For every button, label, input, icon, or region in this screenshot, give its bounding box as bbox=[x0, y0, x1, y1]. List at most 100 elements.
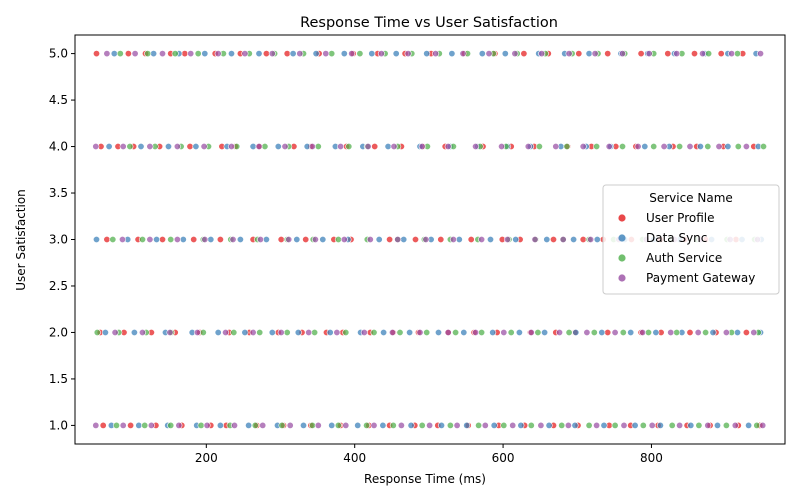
data-point bbox=[105, 143, 113, 151]
data-point bbox=[201, 236, 209, 244]
data-point bbox=[579, 143, 587, 151]
legend-title: Service Name bbox=[649, 191, 733, 205]
data-point bbox=[186, 143, 194, 151]
data-point bbox=[500, 421, 508, 429]
data-point bbox=[585, 421, 593, 429]
data-point bbox=[498, 143, 506, 151]
data-point bbox=[559, 236, 567, 244]
data-point bbox=[314, 143, 322, 151]
data-point bbox=[153, 236, 161, 244]
data-point bbox=[251, 421, 259, 429]
data-point bbox=[676, 421, 684, 429]
data-point bbox=[618, 50, 626, 58]
data-point bbox=[713, 421, 721, 429]
data-point bbox=[600, 421, 608, 429]
data-point bbox=[110, 50, 118, 58]
data-point bbox=[342, 328, 350, 336]
data-point bbox=[319, 236, 327, 244]
y-tick-label: 3.0 bbox=[49, 233, 68, 247]
data-point bbox=[285, 236, 293, 244]
data-point bbox=[340, 50, 348, 58]
x-tick-label: 800 bbox=[640, 451, 663, 465]
data-point bbox=[416, 328, 424, 336]
data-point bbox=[328, 421, 336, 429]
y-tick-label: 4.0 bbox=[49, 140, 68, 154]
data-point bbox=[593, 143, 601, 151]
data-point bbox=[696, 143, 704, 151]
data-point bbox=[604, 50, 612, 58]
data-point bbox=[534, 328, 542, 336]
data-point bbox=[543, 236, 551, 244]
data-point bbox=[230, 328, 238, 336]
data-point bbox=[437, 421, 445, 429]
data-point bbox=[256, 328, 264, 336]
data-point bbox=[311, 236, 319, 244]
data-point bbox=[92, 421, 100, 429]
data-point bbox=[538, 50, 546, 58]
data-point bbox=[187, 50, 195, 58]
data-point bbox=[571, 421, 579, 429]
y-tick-label: 2.5 bbox=[49, 279, 68, 293]
data-point bbox=[397, 421, 405, 429]
data-point bbox=[277, 236, 285, 244]
data-point bbox=[380, 328, 388, 336]
data-point bbox=[274, 143, 282, 151]
data-point bbox=[103, 50, 111, 58]
data-point bbox=[130, 328, 138, 336]
data-point bbox=[750, 328, 758, 336]
data-point bbox=[294, 328, 302, 336]
y-axis-title: User Satisfaction bbox=[14, 189, 28, 291]
y-tick-label: 3.5 bbox=[49, 186, 68, 200]
data-point bbox=[333, 328, 341, 336]
data-point bbox=[348, 50, 356, 58]
data-point bbox=[511, 50, 519, 58]
y-tick-label: 1.0 bbox=[49, 418, 68, 432]
data-point bbox=[434, 328, 442, 336]
data-point bbox=[360, 328, 368, 336]
data-point bbox=[256, 236, 264, 244]
data-point bbox=[173, 143, 181, 151]
data-point bbox=[460, 328, 468, 336]
data-point bbox=[111, 328, 119, 336]
data-point bbox=[667, 328, 675, 336]
data-point bbox=[527, 328, 535, 336]
data-point bbox=[446, 421, 454, 429]
data-point bbox=[392, 50, 400, 58]
data-point bbox=[717, 50, 725, 58]
data-point bbox=[407, 421, 415, 429]
data-point bbox=[656, 421, 664, 429]
data-point bbox=[262, 236, 270, 244]
data-point bbox=[489, 328, 497, 336]
data-point bbox=[159, 50, 167, 58]
data-point bbox=[255, 50, 263, 58]
legend-label: Auth Service bbox=[646, 251, 722, 265]
data-point bbox=[278, 421, 286, 429]
data-point bbox=[181, 50, 189, 58]
data-point bbox=[572, 328, 580, 336]
data-point bbox=[590, 328, 598, 336]
data-point bbox=[356, 50, 364, 58]
data-point bbox=[423, 50, 431, 58]
data-point bbox=[756, 50, 764, 58]
data-point bbox=[444, 143, 452, 151]
data-point bbox=[293, 236, 301, 244]
y-tick-label: 2.0 bbox=[49, 325, 68, 339]
x-axis-title: Response Time (ms) bbox=[364, 472, 486, 486]
data-point bbox=[396, 328, 404, 336]
data-point bbox=[222, 328, 230, 336]
data-point bbox=[166, 328, 174, 336]
data-point bbox=[549, 236, 557, 244]
data-point bbox=[146, 143, 154, 151]
data-point bbox=[437, 236, 445, 244]
data-point bbox=[404, 50, 412, 58]
data-point bbox=[605, 143, 613, 151]
legend-items: User Profile Data Sync Auth Service Payment… bbox=[618, 211, 755, 285]
data-point bbox=[478, 236, 486, 244]
data-point bbox=[733, 328, 741, 336]
data-point bbox=[394, 236, 402, 244]
data-point bbox=[305, 328, 313, 336]
legend-box bbox=[602, 184, 780, 295]
data-point bbox=[673, 328, 681, 336]
data-point bbox=[541, 328, 549, 336]
data-point bbox=[200, 143, 208, 151]
